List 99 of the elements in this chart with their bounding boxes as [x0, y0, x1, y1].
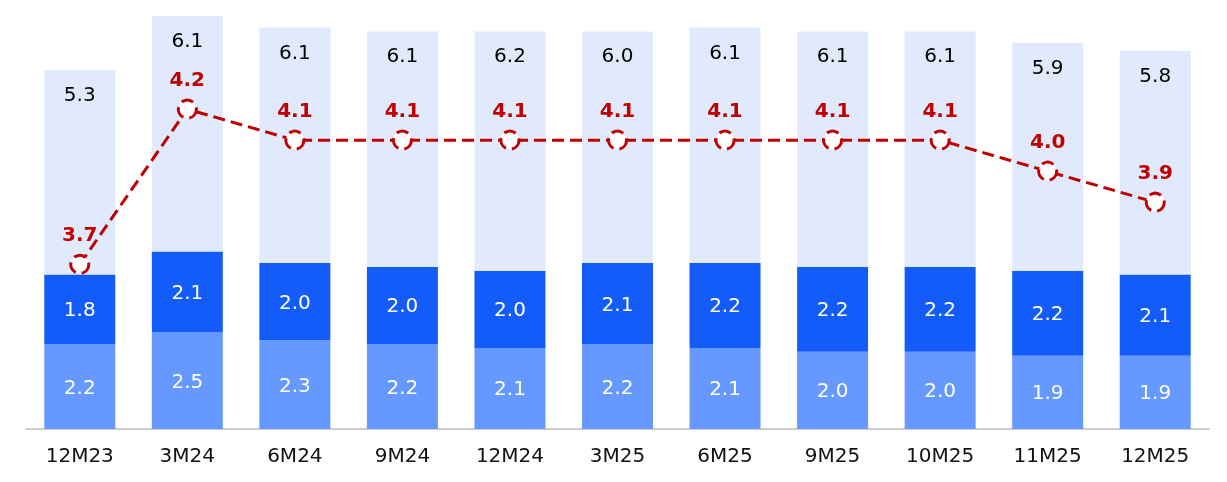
bar [689, 263, 761, 348]
data-label: 2.0 [278, 289, 311, 314]
bar [474, 31, 546, 271]
data-label: 2.1 [171, 279, 204, 304]
bar [151, 251, 223, 333]
data-label: 2.2 [63, 374, 96, 399]
point [822, 129, 844, 151]
point [929, 129, 951, 151]
data-label: 6.0 [601, 43, 634, 68]
data-label: 4.2 [169, 66, 206, 91]
bar [474, 347, 546, 429]
data-label: 4.1 [707, 97, 743, 122]
data-label: 1.9 [1031, 380, 1064, 405]
point [1144, 191, 1166, 213]
data-label: 2.1 [601, 291, 634, 316]
point [176, 98, 198, 120]
data-label: 5.9 [1031, 55, 1064, 80]
bar [44, 274, 116, 345]
bar [366, 31, 438, 267]
bar [1119, 274, 1191, 356]
data-label: 6.1 [709, 39, 741, 64]
data-label: 2.0 [924, 378, 957, 403]
data-label: 5.3 [63, 82, 96, 107]
bar [151, 16, 223, 252]
data-label: 2.2 [601, 374, 634, 399]
data-label: 2.2 [924, 297, 957, 322]
data-label: 2.5 [171, 368, 204, 393]
bar [1012, 43, 1084, 271]
bar [259, 27, 331, 264]
data-label: 4.1 [277, 97, 313, 122]
point [391, 129, 413, 151]
bar [797, 31, 869, 267]
bar [582, 263, 653, 345]
data-label: 6.2 [494, 43, 526, 68]
bar [44, 70, 116, 275]
point [1037, 160, 1059, 182]
x-tick-label: 3M24 [159, 443, 216, 467]
data-label: 2.0 [816, 378, 849, 403]
data-label: 3.7 [62, 221, 98, 246]
bar [797, 266, 869, 352]
x-tick-label: 9M25 [804, 443, 861, 467]
point [607, 129, 628, 151]
x-tick-label: 9M24 [374, 443, 431, 467]
bar [366, 266, 438, 345]
x-tick-label: 12M25 [1121, 443, 1190, 467]
bar [904, 31, 976, 267]
bar [797, 351, 869, 429]
bar [904, 351, 976, 429]
data-label: 2.2 [816, 297, 849, 322]
bar [689, 347, 761, 429]
data-label: 1.9 [1139, 380, 1172, 405]
bar [474, 270, 546, 348]
data-label: 4.0 [1029, 128, 1066, 153]
data-label: 6.1 [816, 43, 849, 68]
data-label: 2.1 [709, 376, 741, 401]
data-label: 2.1 [494, 376, 526, 401]
data-label: 2.0 [494, 297, 526, 322]
bar [582, 31, 653, 264]
bar [904, 266, 976, 352]
bar [689, 27, 761, 264]
bar [44, 344, 116, 429]
point [69, 253, 91, 275]
data-label: 2.2 [386, 374, 419, 399]
point [499, 129, 521, 151]
data-label: 2.2 [1031, 301, 1064, 326]
data-label: 4.1 [599, 97, 636, 122]
x-tick-label: 12M23 [45, 443, 114, 467]
bar [582, 344, 653, 429]
bar [259, 340, 331, 429]
point [714, 129, 736, 151]
x-tick-label: 6M25 [697, 443, 753, 467]
data-label: 6.1 [924, 43, 957, 68]
bar [1012, 355, 1084, 429]
data-label: 5.8 [1139, 62, 1172, 87]
x-tick-label: 11M25 [1013, 443, 1082, 467]
data-label: 2.2 [709, 293, 741, 318]
x-tick-label: 12M24 [475, 443, 545, 467]
bar [151, 332, 223, 429]
data-label: 4.1 [384, 97, 421, 122]
data-label: 2.0 [386, 293, 419, 318]
bar [1119, 355, 1191, 429]
data-label: 6.1 [171, 28, 204, 52]
data-label: 4.1 [492, 97, 528, 122]
data-label: 2.3 [278, 372, 311, 397]
bar [259, 263, 331, 341]
data-label: 6.1 [278, 39, 311, 64]
data-label: 6.1 [386, 43, 419, 68]
x-tick-label: 10M25 [906, 443, 975, 467]
data-label: 1.8 [63, 297, 96, 322]
x-tick-label: 6M24 [267, 443, 323, 467]
data-label: 4.1 [814, 97, 851, 122]
data-label: 3.9 [1137, 159, 1173, 184]
bar [366, 344, 438, 429]
data-label: 2.1 [1139, 303, 1172, 328]
data-label: 4.1 [922, 97, 958, 122]
bar [1119, 50, 1191, 275]
bar [1012, 270, 1084, 356]
x-tick-label: 3M25 [589, 443, 646, 467]
point [284, 129, 306, 151]
